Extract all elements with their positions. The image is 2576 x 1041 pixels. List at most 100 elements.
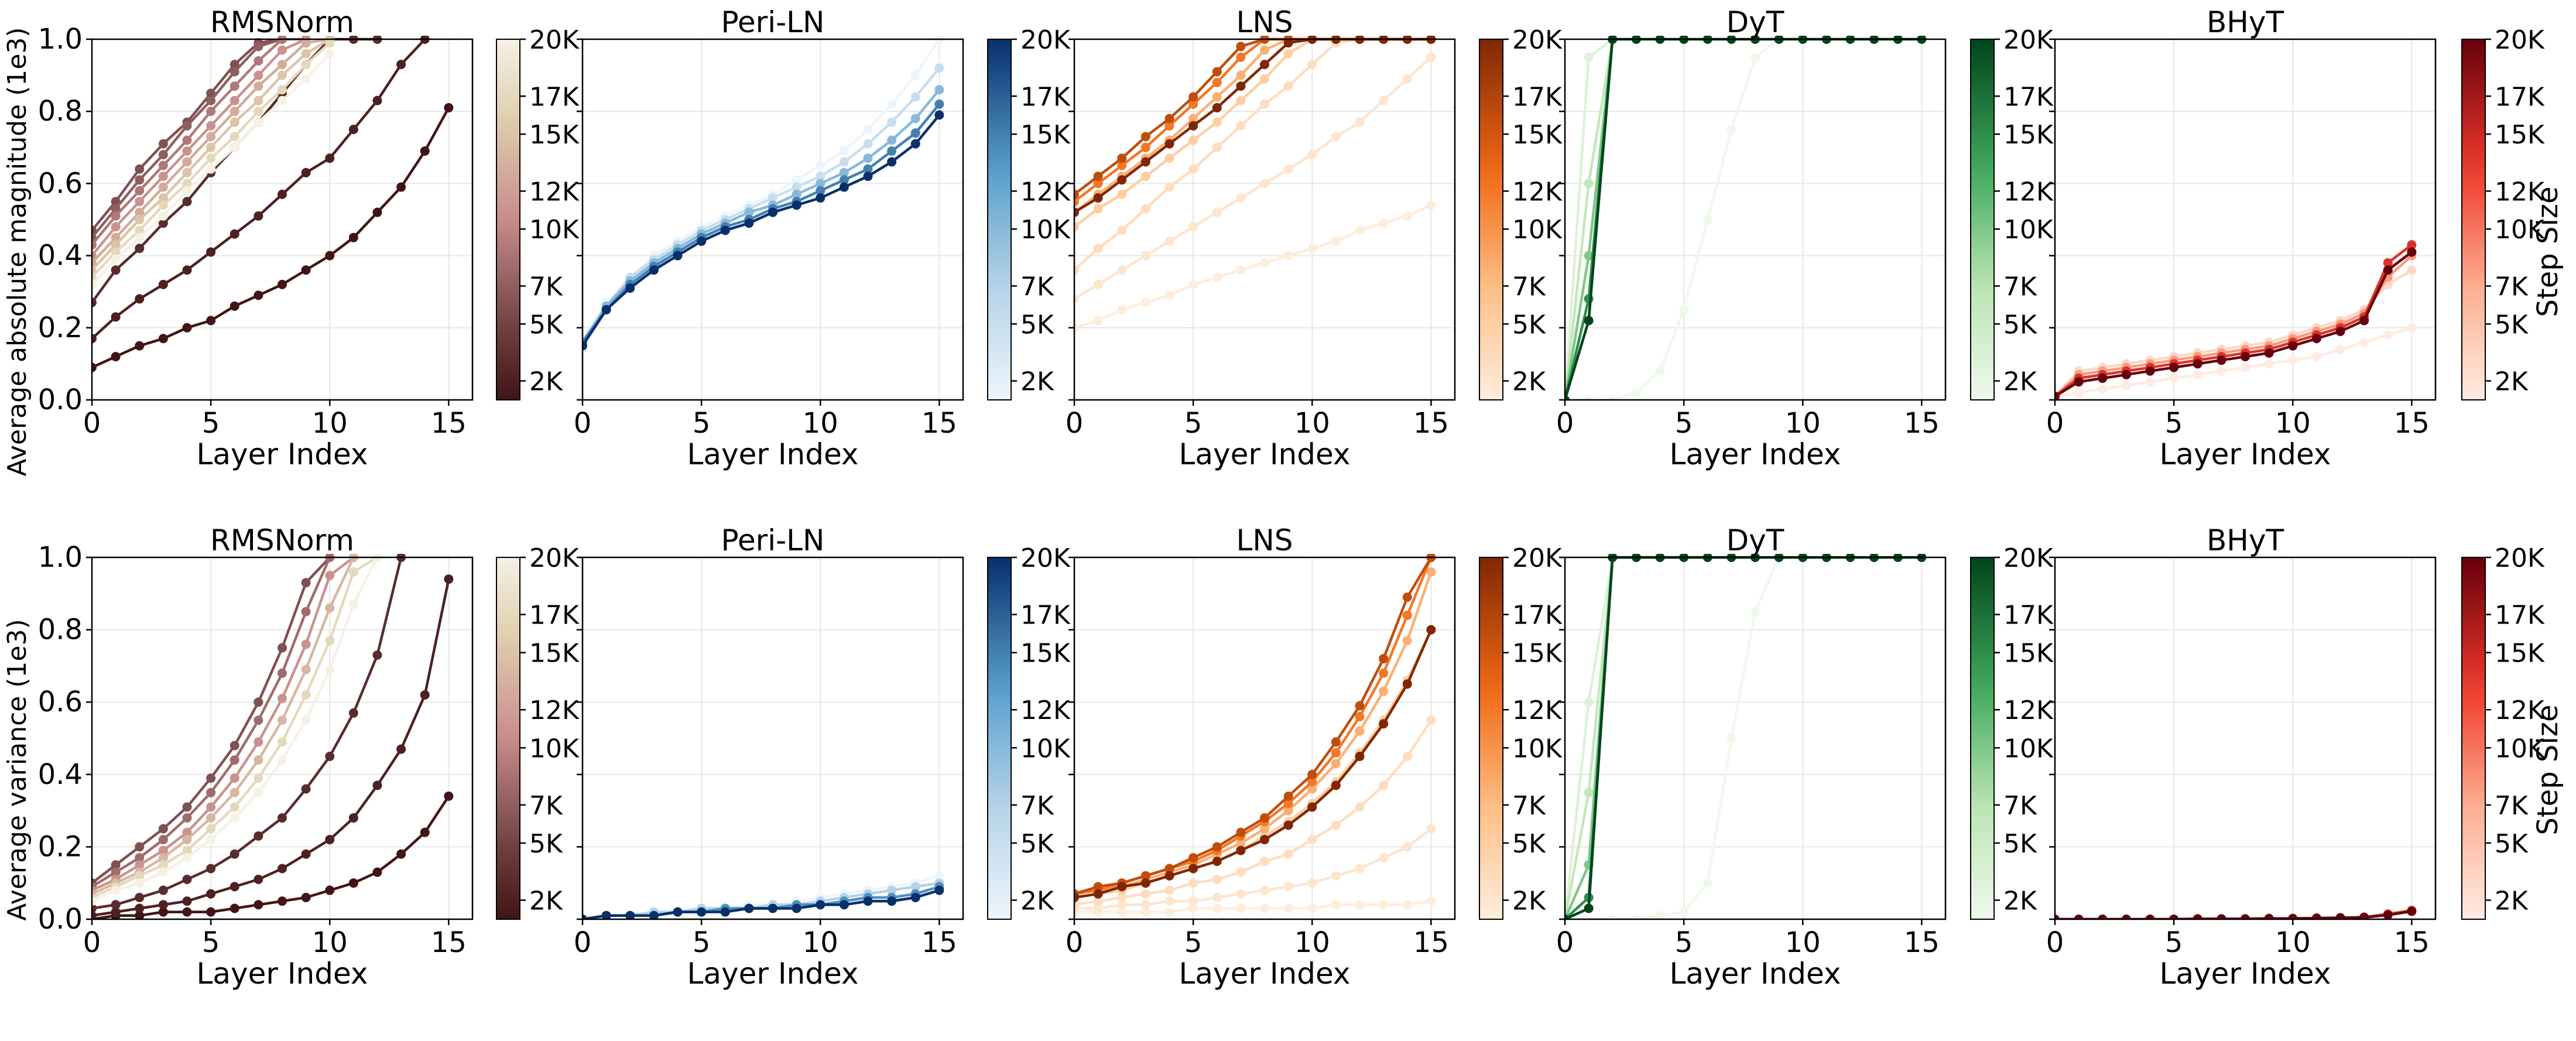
data-point [325, 636, 335, 646]
data-point [135, 186, 145, 196]
data-point [301, 265, 311, 275]
data-point [1631, 915, 1641, 919]
data-point [1260, 903, 1269, 913]
data-point [1093, 244, 1103, 254]
data-point [1355, 225, 1365, 235]
data-point [816, 186, 825, 196]
data-point [1140, 900, 1150, 910]
data-point [1379, 686, 1389, 696]
data-point [2288, 341, 2298, 351]
colorbar-0-0: 2K 5K 7K 10K 12K 15K 17K 20K [496, 25, 580, 400]
data-point [1188, 114, 1198, 124]
x-tick-label: 0 [1556, 407, 1574, 440]
data-point [1164, 236, 1174, 246]
data-point [396, 182, 406, 192]
y-tick-label: 0.4 [38, 758, 83, 791]
data-point [1236, 121, 1246, 131]
data-point [2145, 366, 2155, 376]
data-point [1355, 701, 1365, 711]
data-point [2193, 914, 2202, 919]
x-tick-label: 10 [1294, 407, 1330, 440]
data-point [182, 135, 192, 145]
x-tick-label: 15 [431, 926, 467, 959]
data-point [1307, 244, 1317, 254]
series-line [1074, 827, 1432, 910]
data-point [1188, 852, 1198, 862]
data-point [158, 193, 168, 203]
colorbar-tick-label: 7K [529, 272, 563, 302]
colorbar-0-4: 2K 5K 7K 10K 12K 15K 17K 20K [2461, 25, 2545, 400]
data-point [863, 125, 873, 134]
data-point [301, 690, 311, 700]
colorbar-tick-label: 20K [2003, 25, 2054, 55]
data-point [92, 279, 97, 289]
colorbar-tick-label: 5K [2003, 829, 2037, 859]
data-point [1584, 697, 1594, 707]
panel-title: Peri-LN [721, 5, 825, 39]
series-group [583, 871, 944, 919]
data-point [1608, 915, 1618, 919]
data-point [1074, 294, 1079, 304]
data-point [1164, 907, 1174, 917]
data-point [254, 900, 263, 910]
data-point [2169, 915, 2179, 919]
data-point [1074, 900, 1079, 910]
data-point [1212, 842, 1222, 852]
row-1-ylabel: Average variance (1e3) [2, 619, 32, 920]
data-point [278, 70, 287, 80]
data-point [2241, 914, 2250, 919]
data-point [1212, 103, 1222, 113]
colorbar-tick-label: 2K [1512, 367, 1546, 397]
data-point [2407, 240, 2417, 250]
data-point [92, 334, 97, 344]
panel-1-2: 0 5 10 15 LNS Layer Index 2K 5K 7K 10K 12K 15K 17K 20… [1066, 523, 1563, 991]
data-point [1402, 842, 1412, 852]
data-point [325, 153, 335, 163]
data-point [1074, 189, 1079, 199]
data-point [1703, 215, 1712, 224]
data-point [254, 787, 263, 797]
colorbar-tick-label: 15K [2495, 120, 2545, 150]
colorbar-tick-label: 12K [2495, 696, 2545, 725]
data-point [1093, 172, 1103, 182]
x-tick-label: 5 [693, 926, 711, 959]
series-line [1074, 56, 1432, 300]
data-point [1655, 910, 1665, 919]
data-point [1236, 265, 1246, 275]
data-point [278, 813, 287, 823]
data-point [301, 639, 311, 649]
data-point [158, 835, 168, 845]
axes-frame [91, 556, 474, 920]
series-line [583, 38, 941, 340]
series-line [92, 795, 450, 919]
colorbar-tick-label: 20K [2495, 25, 2545, 55]
data-point [1331, 780, 1341, 790]
data-point [278, 755, 287, 765]
colorbar-tick-label: 2K [529, 886, 563, 916]
x-tick-label: 15 [1413, 407, 1449, 440]
data-point [206, 142, 216, 152]
data-point [1164, 896, 1174, 906]
data-point [158, 160, 168, 170]
data-point [1260, 60, 1269, 70]
x-tick-label: 10 [2275, 407, 2311, 440]
data-point [158, 218, 168, 228]
data-point [1355, 711, 1365, 721]
row-1-colorbar-label: Step Size [2532, 704, 2564, 835]
data-point [372, 95, 382, 105]
colorbar-bar [2461, 557, 2486, 920]
data-point [158, 900, 168, 910]
x-tick-label: 15 [1413, 926, 1449, 959]
data-point [2264, 348, 2274, 358]
colorbar-tick-label: 20K [529, 543, 580, 573]
colorbar-1-3: 2K 5K 7K 10K 12K 15K 17K 20K [1970, 543, 2054, 920]
data-point [1331, 737, 1341, 747]
data-point [206, 132, 216, 142]
x-tick-label: 0 [83, 407, 101, 440]
data-point [1307, 769, 1317, 779]
data-point [1212, 207, 1222, 217]
data-point [2145, 377, 2155, 387]
data-point [158, 845, 168, 855]
data-point [1283, 820, 1293, 830]
